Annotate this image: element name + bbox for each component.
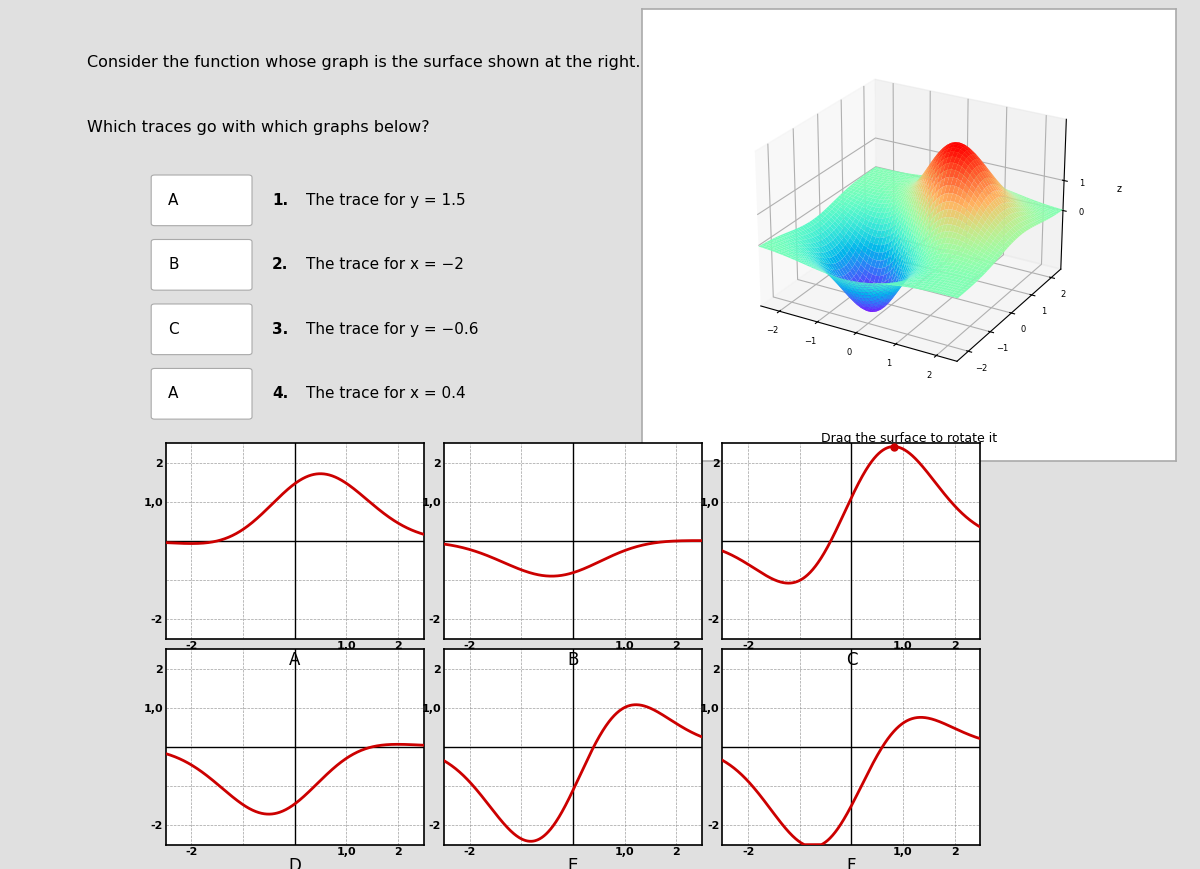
FancyBboxPatch shape [151,240,252,290]
Text: 3.: 3. [272,322,288,337]
Text: 2.: 2. [272,257,288,272]
Text: The trace for y = 1.5: The trace for y = 1.5 [306,193,466,208]
Text: 1.: 1. [272,193,288,208]
Text: A: A [168,193,179,208]
FancyBboxPatch shape [151,304,252,355]
Text: 4.: 4. [272,387,288,401]
Text: C: C [168,322,179,337]
Text: E: E [568,858,578,869]
Text: The trace for y = −0.6: The trace for y = −0.6 [306,322,479,337]
Text: A: A [168,387,179,401]
FancyBboxPatch shape [151,175,252,226]
FancyBboxPatch shape [151,368,252,419]
Text: D: D [288,858,301,869]
Text: The trace for x = −2: The trace for x = −2 [306,257,463,272]
Text: F: F [847,858,856,869]
Text: B: B [168,257,179,272]
Text: C: C [846,652,857,669]
Text: Consider the function whose graph is the surface shown at the right.: Consider the function whose graph is the… [88,56,641,70]
Text: B: B [568,652,578,669]
Text: Drag the surface to rotate it: Drag the surface to rotate it [821,433,997,446]
Text: The trace for x = 0.4: The trace for x = 0.4 [306,387,466,401]
Text: A: A [289,652,300,669]
Text: Which traces go with which graphs below?: Which traces go with which graphs below? [88,120,430,135]
